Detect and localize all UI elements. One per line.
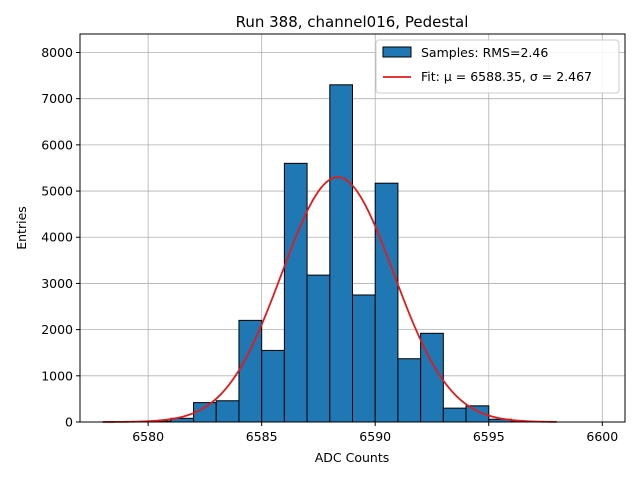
- x-tick-label: 6600: [586, 429, 618, 444]
- y-tick-label: 5000: [41, 184, 73, 199]
- histogram-bar: [397, 358, 422, 423]
- x-tick-label: 6585: [246, 429, 278, 444]
- legend-samples-swatch: [382, 46, 412, 58]
- y-tick-label: 4000: [41, 230, 73, 245]
- chart-title: Run 388, channel016, Pedestal: [236, 13, 469, 31]
- fit-curve-group: [102, 176, 557, 423]
- histogram-bar: [374, 182, 399, 423]
- histogram-bar: [283, 162, 308, 423]
- histogram-bar: [215, 400, 240, 423]
- x-tick-label: 6590: [359, 429, 391, 444]
- y-tick-label: 0: [65, 415, 73, 430]
- legend-samples-label: Samples: RMS=2.46: [421, 45, 548, 60]
- histogram-bars: [124, 84, 535, 423]
- fit-curve: [102, 176, 557, 423]
- x-axis-label: ADC Counts: [315, 450, 390, 465]
- histogram-bar: [442, 407, 467, 423]
- y-axis-label: Entries: [14, 206, 29, 250]
- y-tick-label: 1000: [41, 368, 73, 383]
- y-tick-label: 2000: [41, 322, 73, 337]
- histogram-bar: [352, 294, 376, 423]
- y-tick-label: 3000: [41, 276, 73, 291]
- histogram-bar: [261, 349, 285, 423]
- legend-fit-label: Fit: μ = 6588.35, σ = 2.467: [421, 69, 592, 84]
- plot-frame: [79, 33, 626, 423]
- legend: Samples: RMS=2.46 Fit: μ = 6588.35, σ = …: [375, 39, 620, 94]
- histogram-bar: [306, 274, 331, 423]
- x-tick-label: 6595: [473, 429, 505, 444]
- histogram-bar: [329, 84, 353, 423]
- axis-ticks: 6580 6585 6590 6595 6600 0 1000 2000 3000 4000 500…: [41, 45, 618, 444]
- y-tick-label: 7000: [41, 91, 73, 106]
- y-tick-label: 6000: [41, 137, 73, 152]
- legend-box: [375, 39, 620, 94]
- y-tick-label: 8000: [41, 45, 73, 60]
- histogram-bar: [238, 319, 263, 423]
- x-tick-label: 6580: [132, 429, 164, 444]
